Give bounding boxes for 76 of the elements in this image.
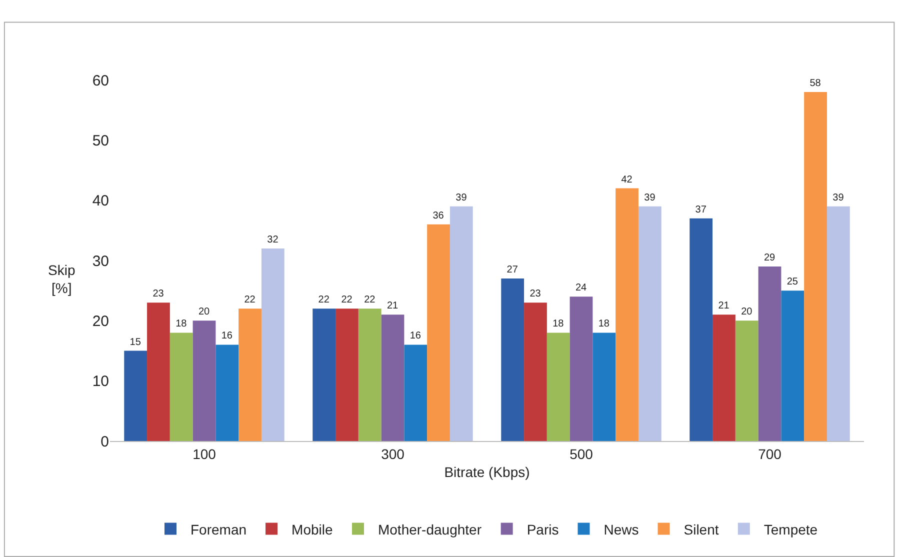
- bar: [570, 296, 593, 441]
- data-label: 22: [244, 294, 256, 306]
- data-label: 18: [598, 318, 610, 330]
- bar: [381, 314, 404, 441]
- data-label: 16: [221, 330, 233, 342]
- data-label: 16: [410, 330, 422, 342]
- bar: [690, 218, 713, 441]
- data-label: 23: [530, 288, 542, 300]
- data-label: 27: [506, 264, 518, 276]
- x-tick-label: 300: [381, 446, 405, 462]
- bar: [336, 308, 358, 441]
- bar: [427, 224, 450, 441]
- bar: [192, 320, 216, 441]
- bar: [638, 206, 662, 441]
- data-label: 21: [386, 300, 399, 312]
- data-label: 23: [152, 288, 164, 300]
- bar: [804, 92, 827, 441]
- y-tick-label: 50: [92, 132, 109, 150]
- bar: [546, 332, 570, 441]
- legend-label: Tempete: [764, 521, 818, 538]
- bar: [712, 314, 736, 441]
- legend-label: Silent: [684, 521, 719, 538]
- legend-label: Mobile: [292, 521, 333, 538]
- data-label: 29: [764, 252, 776, 264]
- legend-label: Mother-daughter: [378, 521, 482, 538]
- bar: [261, 248, 284, 441]
- bar: [358, 308, 382, 441]
- bar: [404, 344, 428, 441]
- data-label: 39: [456, 192, 468, 204]
- x-tick-label: 700: [758, 446, 782, 462]
- data-label: 18: [552, 318, 564, 330]
- legend-label: Paris: [526, 521, 559, 538]
- y-tick-label: 0: [100, 433, 109, 450]
- x-tick-label: 500: [570, 446, 594, 462]
- data-label: 20: [741, 306, 753, 318]
- bar: [781, 290, 804, 441]
- y-tick-label: 10: [92, 373, 109, 390]
- data-label: 37: [695, 204, 707, 216]
- bar: [170, 332, 193, 441]
- bar: [124, 350, 148, 441]
- bar: [592, 332, 616, 441]
- data-label: 20: [198, 306, 210, 318]
- bar: [616, 188, 638, 441]
- data-label: 32: [267, 234, 279, 246]
- legend-label: Foreman: [190, 521, 247, 538]
- data-label: 15: [130, 336, 142, 348]
- bar: [312, 308, 336, 441]
- bar: [501, 278, 524, 441]
- legend-label: News: [604, 521, 639, 538]
- bar: [826, 206, 850, 441]
- bar: [216, 344, 239, 441]
- data-label: 22: [364, 294, 376, 306]
- data-label: 58: [810, 78, 822, 90]
- data-label: 22: [318, 294, 330, 306]
- bar: [524, 302, 547, 441]
- y-axis-title: Skip [%]: [48, 262, 76, 296]
- y-tick-label: 30: [92, 252, 109, 270]
- bar: [450, 206, 473, 441]
- y-tick-label: 20: [92, 312, 109, 330]
- y-tick-label: 60: [92, 72, 109, 90]
- data-label: 36: [432, 210, 444, 222]
- data-label: 21: [718, 300, 730, 312]
- x-tick-label: 100: [192, 446, 216, 462]
- data-label: 42: [621, 174, 633, 186]
- data-label: 39: [644, 192, 656, 204]
- data-label: 22: [341, 294, 353, 306]
- data-label: 25: [786, 276, 798, 288]
- x-axis-title: Bitrate (Kbps): [444, 464, 530, 480]
- data-label: 24: [575, 282, 588, 294]
- bar: [758, 266, 782, 441]
- y-tick-label: 40: [92, 192, 109, 210]
- data-label: 39: [832, 192, 844, 204]
- bar: [147, 302, 170, 441]
- bar: [238, 308, 262, 441]
- bar: [735, 320, 758, 441]
- data-label: 18: [176, 318, 188, 330]
